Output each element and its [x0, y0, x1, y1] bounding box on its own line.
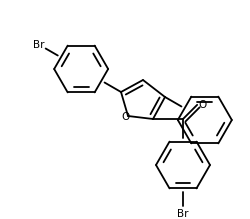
Text: Br: Br: [33, 39, 44, 49]
Text: Br: Br: [177, 209, 189, 219]
Text: O: O: [122, 112, 130, 122]
Text: O: O: [198, 100, 206, 110]
